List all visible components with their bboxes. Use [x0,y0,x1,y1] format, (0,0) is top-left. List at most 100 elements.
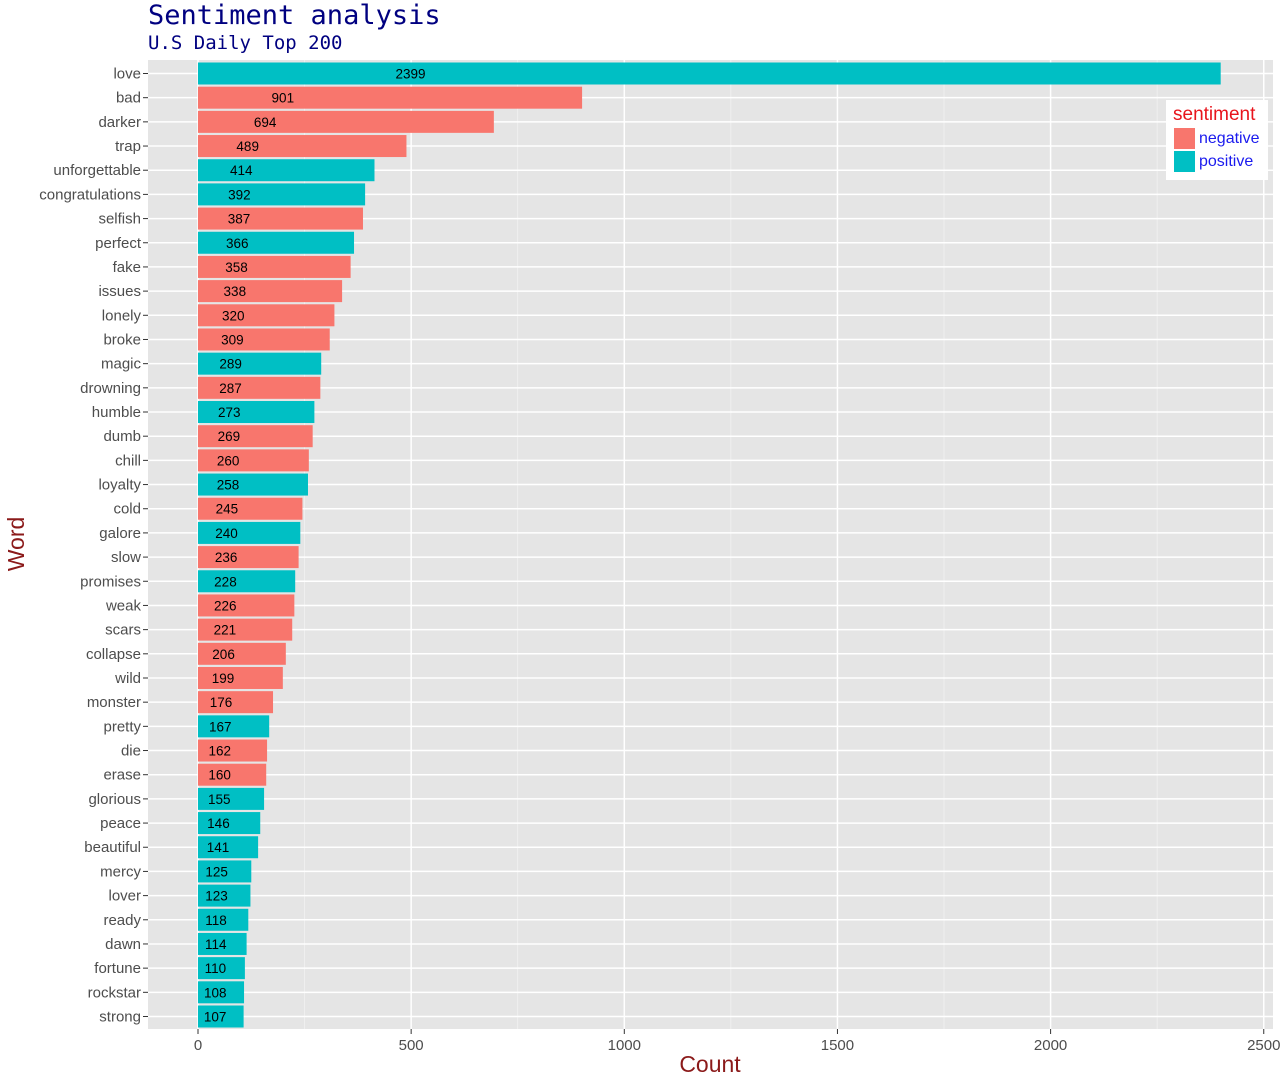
bar-label-trap: 489 [236,139,259,154]
bar-label-fortune: 110 [205,961,227,976]
bar-erase [198,763,267,786]
bar-strong [198,1005,244,1028]
y-tick-label-scars: scars [105,622,141,639]
legend-title: sentiment [1173,104,1256,125]
bar-darker [198,110,494,133]
y-tick-label-issues: issues [98,283,141,300]
bar-label-darker: 694 [254,115,277,130]
bar-cold [198,497,303,520]
y-tick-label-bad: bad [116,90,141,107]
bar-label-strong: 107 [204,1010,227,1025]
y-tick-label-magic: magic [101,356,142,373]
legend-label-negative: negative [1199,130,1260,147]
bar-label-weak: 226 [214,598,237,613]
y-tick-label-fortune: fortune [94,960,141,977]
bar-ready [198,908,249,931]
bar-label-rockstar: 108 [204,985,227,1000]
y-tick-label-perfect: perfect [95,235,142,252]
y-tick-label-collapse: collapse [86,646,141,663]
bar-label-humble: 273 [218,405,241,420]
bar-promises [198,570,296,593]
y-tick-label-humble: humble [92,404,141,421]
bar-label-fake: 358 [225,260,248,275]
y-tick-label-rockstar: rockstar [88,984,141,1001]
y-tick-label-broke: broke [103,331,141,348]
bar-label-selfish: 387 [228,212,251,227]
bar-label-magic: 289 [219,357,242,372]
bar-bad [198,86,583,109]
y-tick-label-darker: darker [98,114,141,131]
bar-magic [198,352,322,375]
y-axis: love bad darker trap unforgettable congratula… [39,66,148,1026]
y-tick-label-wild: wild [114,670,141,687]
bar-label-issues: 338 [224,284,247,299]
bar-label-beautiful: 141 [207,840,230,855]
bar-drowning [198,376,321,399]
y-tick-label-drowning: drowning [80,380,141,397]
bar-rockstar [198,981,245,1004]
chart-subtitle: U.S Daily Top 200 [148,32,343,54]
bar-fake [198,255,351,278]
x-tick-label-500: 500 [399,1037,424,1054]
x-axis-title: Count [679,1051,741,1077]
bar-label-bad: 901 [272,91,295,106]
bar-label-dawn: 114 [205,937,227,952]
bar-label-slow: 236 [215,550,238,565]
y-tick-label-peace: peace [100,815,141,832]
bar-love [198,62,1221,85]
y-tick-label-mercy: mercy [100,863,141,880]
y-tick-label-love: love [113,66,141,83]
x-tick-label-1500: 1500 [821,1037,854,1054]
y-tick-label-erase: erase [103,767,141,784]
bar-die [198,739,268,762]
bar-selfish [198,207,363,230]
bar-loyalty [198,473,308,496]
bar-trap [198,135,407,158]
minor-gridlines [304,60,1158,1029]
bar-mercy [198,860,252,883]
bar-label-cold: 245 [216,502,239,517]
bar-beautiful [198,836,259,859]
y-tick-label-die: die [121,743,141,760]
bar-perfect [198,231,355,254]
y-tick-label-trap: trap [115,138,141,155]
bar-lover [198,884,251,907]
bar-lonely [198,304,335,327]
y-tick-label-dumb: dumb [103,428,141,445]
bar-label-scars: 221 [214,623,237,638]
bar-label-broke: 309 [221,332,244,347]
y-tick-label-lover: lover [108,888,141,905]
bar-label-lover: 123 [205,889,228,904]
y-tick-label-weak: weak [105,597,142,614]
y-tick-label-strong: strong [99,1009,141,1026]
bar-humble [198,401,315,424]
y-tick-label-cold: cold [113,501,141,518]
y-tick-label-beautiful: beautiful [84,839,141,856]
bar-galore [198,521,301,544]
bar-label-monster: 176 [210,695,233,710]
y-tick-label-ready: ready [103,912,141,929]
bar-label-dumb: 269 [218,429,241,444]
y-tick-label-chill: chill [115,452,141,469]
bar-congratulations [198,183,366,206]
chart-title: Sentiment analysis [148,0,441,31]
bar-label-promises: 228 [214,574,237,589]
bar-label-ready: 118 [205,913,227,928]
bar-label-unforgettable: 414 [230,163,253,178]
y-tick-label-dawn: dawn [105,936,141,953]
bar-label-congratulations: 392 [228,187,251,202]
x-tick-label-1000: 1000 [608,1037,641,1054]
y-tick-label-glorious: glorious [88,791,141,808]
bar-glorious [198,787,265,810]
legend: sentiment negative positive [1166,100,1268,180]
bar-labels: 2399 901 694 489 414 392 387 366 358 338 320 309 289… [204,67,426,1025]
legend-label-positive: positive [1199,153,1254,170]
bar-scars [198,618,293,641]
bar-broke [198,328,330,351]
x-axis: 0 500 1000 1500 2000 2500 [194,1029,1280,1054]
bar-chill [198,449,309,472]
bar-unforgettable [198,159,375,182]
bar-label-peace: 146 [207,816,230,831]
bar-label-collapse: 206 [212,647,235,662]
